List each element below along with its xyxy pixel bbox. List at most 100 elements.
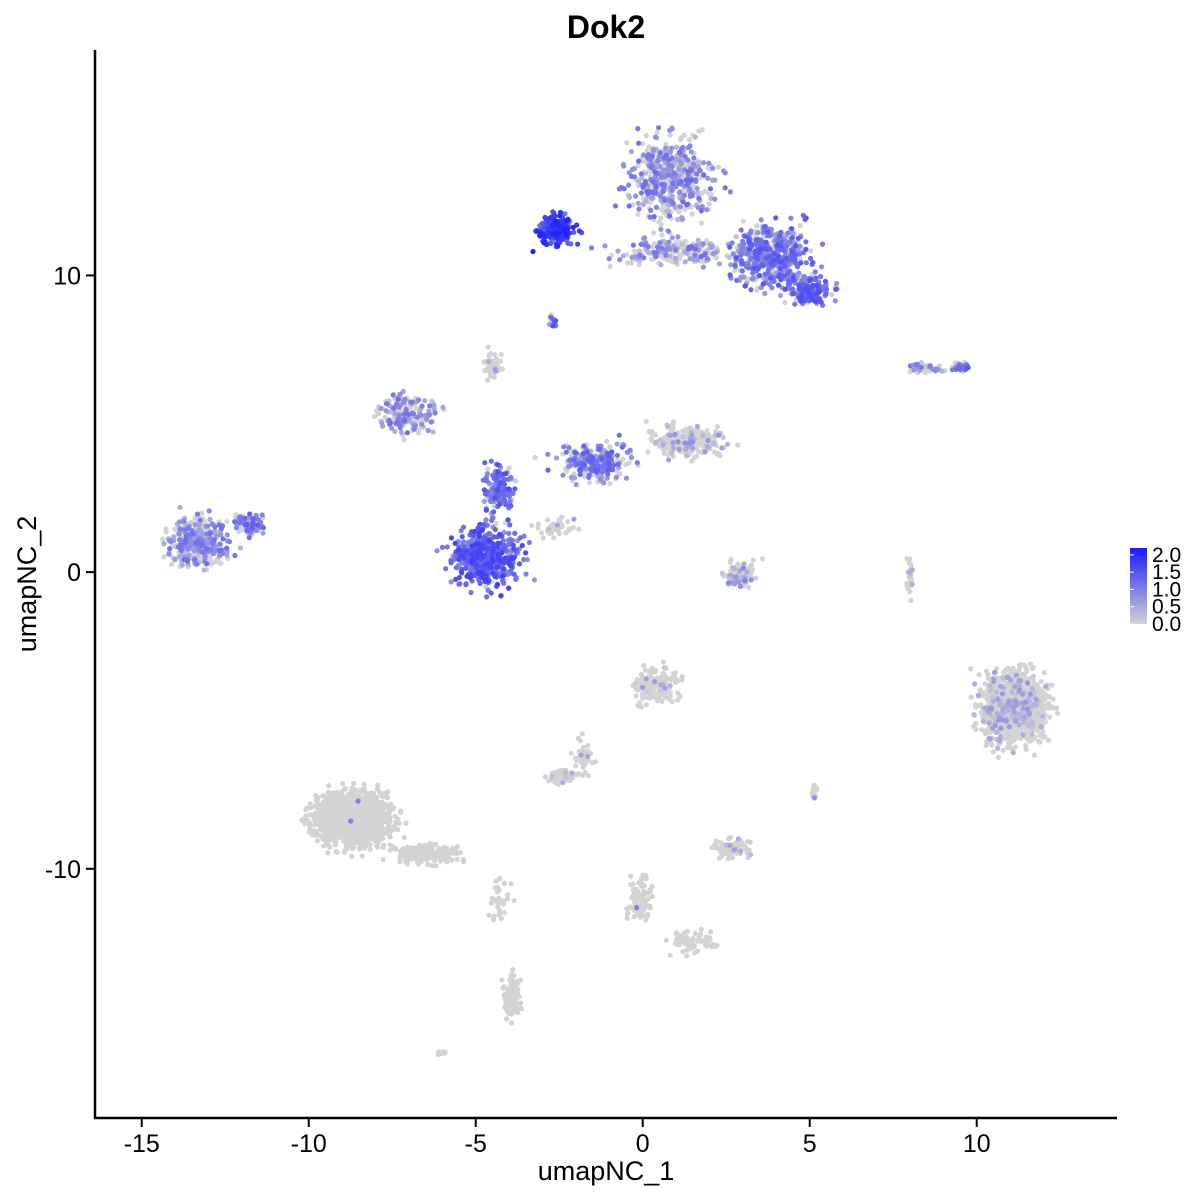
cell-point: [1018, 727, 1024, 733]
cell-point: [511, 898, 517, 904]
cell-point: [982, 681, 988, 687]
cell-point: [675, 697, 681, 703]
cell-point: [361, 781, 367, 787]
cell-point: [733, 234, 739, 240]
cell-point: [1001, 669, 1007, 675]
cell-point: [1049, 682, 1055, 688]
cell-point: [546, 778, 552, 784]
cell-point: [648, 436, 655, 442]
cell-point: [643, 913, 649, 919]
cell-point: [161, 554, 167, 560]
cell-point: [667, 952, 673, 958]
cell-point: [342, 786, 348, 792]
cell-point: [1029, 731, 1035, 737]
cell-point: [698, 931, 704, 937]
cell-point: [413, 853, 419, 859]
cell-point: [224, 518, 230, 524]
cell-point: [698, 938, 704, 944]
cell-point: [694, 190, 701, 196]
cell-point: [376, 805, 382, 811]
cell-point: [1004, 744, 1010, 750]
cell-point: [201, 567, 207, 573]
cell-point: [908, 562, 914, 568]
cell-point: [726, 836, 732, 842]
cell-point: [373, 794, 379, 801]
cell-point: [631, 248, 638, 254]
cell-point: [494, 361, 500, 367]
cell-point: [454, 844, 460, 850]
cell-point: [398, 852, 404, 858]
cell-point: [635, 211, 641, 217]
cell-point: [968, 666, 974, 672]
cell-point: [633, 693, 639, 699]
cell-point: [1000, 747, 1006, 753]
cell-point: [679, 674, 685, 680]
cell-point: [680, 434, 686, 440]
cell-point: [320, 793, 326, 799]
cell-point: [630, 881, 636, 887]
cell-point: [375, 839, 381, 845]
cell-point: [908, 597, 914, 604]
cell-point: [496, 887, 502, 894]
cell-point: [550, 521, 556, 527]
cell-point: [732, 268, 738, 274]
cell-point: [368, 790, 374, 796]
cell-point: [518, 1006, 525, 1012]
cell-point: [545, 517, 551, 523]
cell-point: [430, 429, 436, 435]
cell-point: [1007, 739, 1014, 745]
cell-point: [322, 799, 329, 805]
cell-point: [493, 521, 499, 527]
cell-point: [438, 854, 444, 860]
cell-point: [172, 526, 178, 532]
cell-point: [490, 917, 497, 923]
cell-point: [508, 1000, 514, 1007]
cell-point: [699, 190, 705, 196]
cell-point: [237, 545, 243, 551]
cell-point: [326, 826, 332, 833]
cell-point: [645, 449, 651, 455]
cell-point: [1008, 745, 1014, 752]
cell-point: [1039, 713, 1046, 719]
cell-point: [566, 527, 572, 533]
cell-point: [385, 826, 391, 832]
cell-point: [638, 912, 644, 918]
cell-point: [570, 525, 576, 531]
cell-point: [380, 856, 386, 863]
cell-point: [705, 165, 711, 171]
cell-point: [700, 432, 706, 438]
cell-point: [580, 744, 586, 750]
cell-point: [327, 794, 333, 800]
cell-point: [509, 967, 516, 973]
cell-point: [983, 728, 989, 734]
cell-point: [333, 848, 339, 855]
cell-point: [682, 206, 688, 212]
cell-point: [643, 917, 649, 923]
cell-point: [307, 812, 314, 818]
cell-point: [994, 729, 1000, 735]
cell-point: [485, 466, 491, 472]
cell-point: [983, 668, 990, 674]
cell-point: [987, 688, 994, 694]
cell-point: [643, 702, 650, 708]
cell-point: [348, 823, 354, 829]
cell-point: [299, 817, 305, 823]
cell-point: [485, 344, 491, 350]
cell-point: [663, 937, 670, 943]
cell-point: [376, 410, 382, 417]
cell-point: [349, 853, 355, 860]
cell-point: [624, 915, 630, 922]
cell-point: [1038, 679, 1044, 685]
cell-point: [311, 816, 317, 822]
cell-point: [359, 853, 365, 859]
cell-point: [647, 903, 653, 909]
cell-point: [653, 695, 659, 701]
cell-point: [358, 828, 364, 835]
cell-point: [667, 683, 673, 689]
cell-point: [233, 512, 239, 518]
cell-point: [351, 780, 357, 787]
cell-point: [401, 834, 407, 841]
cell-point: [1037, 732, 1043, 738]
cell-point: [1011, 726, 1017, 732]
cell-point: [759, 556, 766, 562]
